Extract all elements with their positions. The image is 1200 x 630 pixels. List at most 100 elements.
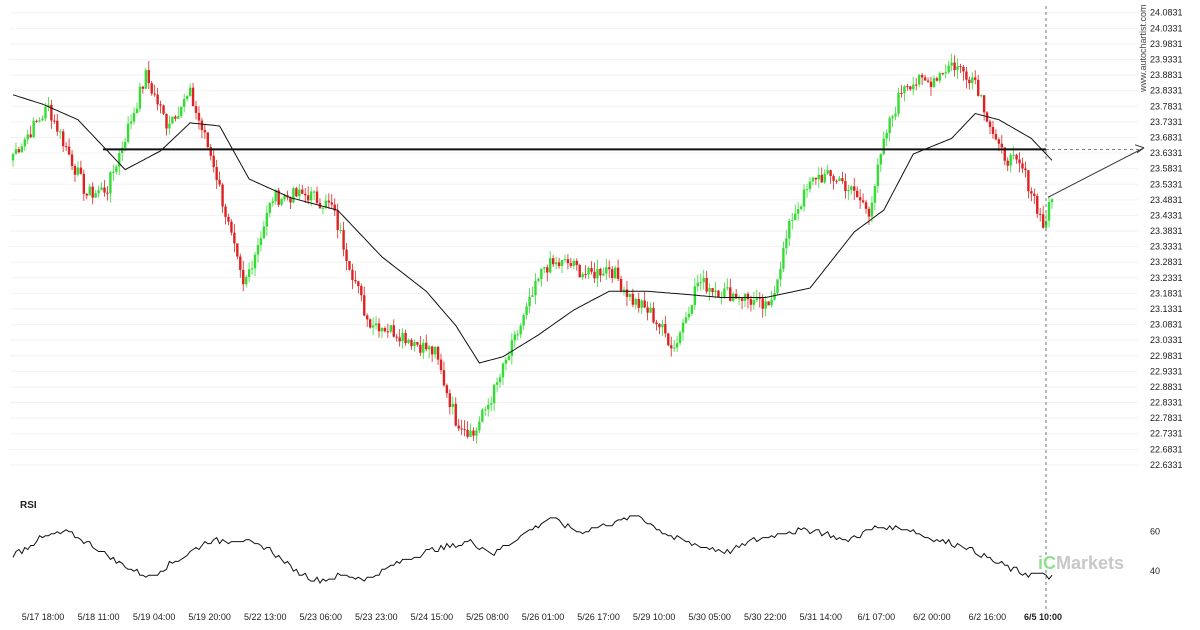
candle-body: [897, 92, 900, 114]
candle-body: [498, 377, 502, 383]
candle-body: [900, 92, 903, 94]
candle-body: [652, 307, 655, 323]
candle-body: [268, 203, 271, 213]
candle-body: [1021, 163, 1024, 169]
candle-body: [472, 430, 475, 436]
candle-body: [484, 409, 487, 411]
candle-body: [1000, 143, 1004, 148]
candle-body: [672, 347, 676, 349]
candle-body: [847, 190, 850, 192]
candle-body: [442, 370, 446, 386]
candle-body: [292, 188, 295, 203]
candle-body: [309, 191, 313, 201]
candle-body: [348, 261, 351, 270]
candle-body: [788, 220, 791, 239]
candle-body: [427, 346, 431, 350]
candle-body: [1050, 199, 1054, 203]
candle-body: [487, 404, 490, 410]
candle-body: [643, 300, 646, 308]
candle-body: [711, 288, 714, 293]
candle-body: [433, 346, 437, 355]
candle-body: [605, 267, 608, 274]
candle-body: [870, 202, 874, 217]
candle-body: [135, 108, 139, 113]
candle-body: [41, 118, 44, 121]
candle-body: [489, 403, 493, 405]
candle-body: [935, 78, 939, 81]
candle-body: [873, 186, 877, 203]
candle-body: [761, 298, 764, 309]
candle-body: [212, 155, 215, 168]
candle-body: [200, 120, 204, 131]
price-tick-label: 23.8331: [1150, 86, 1183, 96]
candle-body: [956, 66, 959, 70]
candle-body: [814, 177, 818, 180]
candle-body: [469, 430, 472, 437]
candle-body: [953, 62, 956, 70]
candle-body: [451, 403, 455, 407]
candle-body: [436, 346, 440, 360]
candle-body: [504, 359, 508, 364]
projection-arrow-head: [1134, 144, 1145, 154]
candle-body: [88, 186, 91, 196]
candle-body: [454, 403, 457, 426]
candle-body: [776, 279, 779, 294]
price-axis: 24.0831 24.0331 23.9831 23.9331 23.8831 23.83…: [1150, 8, 1183, 470]
candle-body: [841, 178, 844, 182]
candle-body: [920, 74, 924, 78]
price-tick-label: 23.9831: [1150, 39, 1183, 49]
candle-body: [53, 120, 56, 122]
candle-body: [342, 229, 345, 250]
candle-body: [460, 428, 463, 430]
candle-body: [575, 260, 578, 266]
candle-body: [608, 267, 611, 270]
candle-body: [366, 315, 369, 320]
candle-body: [395, 336, 398, 338]
candle-body: [271, 201, 274, 204]
candle-body: [401, 332, 404, 342]
candle-body: [540, 268, 543, 280]
candle-body: [253, 254, 257, 269]
candle-body: [336, 210, 339, 230]
candle-body: [554, 262, 558, 265]
candle-body: [56, 120, 59, 132]
candle-body: [979, 95, 983, 97]
price-tick-label: 22.8831: [1150, 382, 1183, 392]
candle-body: [26, 134, 29, 140]
candle-body: [277, 190, 280, 205]
candle-body: [858, 197, 862, 201]
candle-body: [159, 104, 162, 106]
candle-body: [560, 260, 564, 267]
price-tick-label: 23.9331: [1150, 55, 1183, 65]
candle-body: [112, 171, 115, 173]
time-tick-label: 5/17 18:00: [22, 612, 65, 622]
candle-body: [634, 298, 638, 305]
candle-body: [850, 186, 853, 191]
candle-body: [416, 342, 419, 345]
candle-body: [410, 339, 413, 347]
candle-body: [50, 104, 53, 121]
candle-body: [1024, 168, 1027, 171]
candle-body: [811, 177, 815, 182]
candle-body: [182, 98, 186, 107]
candle-body: [76, 167, 80, 175]
candle-body: [1036, 195, 1039, 214]
candle-body: [156, 94, 159, 105]
candle-body: [782, 247, 785, 269]
candle-body: [867, 208, 871, 217]
candle-body: [661, 324, 664, 328]
price-tick-label: 24.0331: [1150, 23, 1183, 33]
candle-body: [915, 84, 918, 86]
candle-body: [888, 118, 891, 133]
candle-body: [1041, 214, 1045, 228]
candle-body: [876, 164, 880, 187]
candle-body: [974, 77, 977, 80]
candle-body: [377, 323, 381, 332]
brand-accent-text: iC: [1038, 553, 1056, 573]
candle-body: [684, 317, 688, 323]
candle-body: [844, 181, 847, 192]
candle-body: [123, 141, 127, 148]
candle-body: [737, 298, 741, 300]
candle-body: [153, 93, 156, 95]
price-tick-label: 22.9831: [1150, 351, 1183, 361]
